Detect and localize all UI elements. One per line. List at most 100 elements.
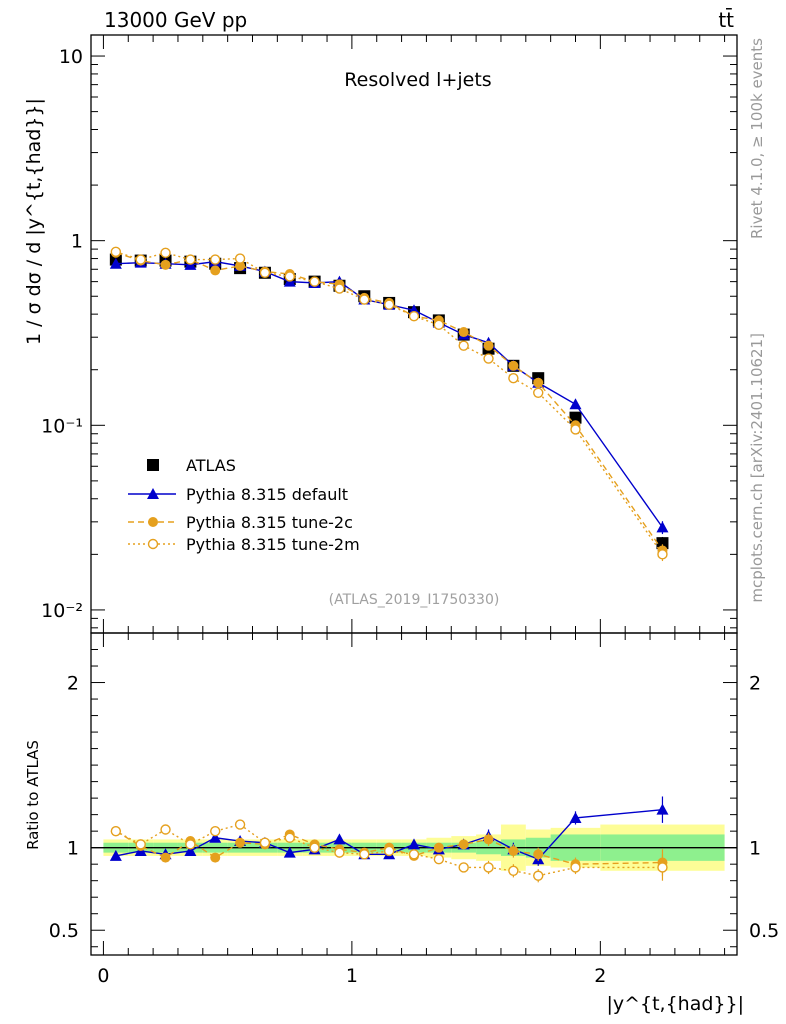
ratio-ylabel: Ratio to ATLAS	[24, 740, 42, 850]
ratio-point-pythia-8-315-tune-2c	[458, 839, 469, 850]
main-point-pythia-8-315-tune-2m	[359, 294, 370, 305]
main-point-pythia-8-315-tune-2m	[210, 254, 221, 265]
main-point-atlas	[656, 537, 669, 550]
side-label-bottom: mcplots.cern.ch [arXiv:2401.10621]	[748, 333, 766, 603]
main-ytick-label: 10	[59, 46, 83, 68]
ratio-point-pythia-8-315-tune-2m	[570, 862, 581, 873]
main-point-pythia-8-315-tune-2m	[433, 319, 445, 331]
ratio-point-pythia-8-315-tune-2m	[408, 849, 420, 860]
ratio-point-pythia-8-315-default	[408, 838, 420, 850]
ratio-frame	[90, 632, 738, 956]
ratio-point-pythia-8-315-tune-2m	[259, 837, 271, 848]
legend-marker-atlas	[147, 459, 159, 471]
ratio-ticks: 0.5 0.5 1 1 2 2 0 1 2	[49, 633, 779, 987]
ratio-point-pythia-8-315-tune-2m	[110, 825, 122, 837]
ratio-panel: 0.5 0.5 1 1 2 2 0 1 2 Ratio to ATLAS |y^{t,{had}…	[24, 632, 779, 1015]
ratio-xtick-label: 0	[97, 965, 109, 987]
ratio-point-pythia-8-315-tune-2m	[234, 819, 246, 830]
ratio-point-pythia-8-315-tune-2c	[533, 849, 544, 860]
ratio-point-pythia-8-315-tune-2m	[657, 862, 668, 873]
legend-label-atlas: ATLAS	[186, 456, 236, 475]
ratio-point-pythia-8-315-tune-2m	[334, 847, 345, 858]
ratio-point-pythia-8-315-tune-2m	[210, 825, 221, 837]
legend-entry-tune2m: Pythia 8.315 tune-2m	[128, 535, 360, 554]
ratio-line-pythia-8-315-default	[115, 808, 663, 861]
main-point-pythia-8-315-tune-2m	[160, 247, 171, 258]
ratio-ytick-label-right: 1	[749, 838, 761, 860]
main-point-pythia-8-315-tune-2m	[508, 372, 519, 384]
ratio-xlabel: |y^{t,{had}}|	[606, 993, 744, 1015]
process-label: tt̄	[718, 7, 734, 32]
main-ylabel: 1 / σ dσ / d |y^{t,{had}}|	[23, 98, 45, 345]
ratio-point-pythia-8-315-tune-2c	[210, 852, 221, 863]
energy-label: 13000 GeV pp	[104, 8, 247, 32]
main-point-pythia-8-315-tune-2m	[284, 271, 295, 282]
ratio-xtick-label: 1	[346, 965, 358, 987]
ratio-point-pythia-8-315-tune-2m	[160, 824, 171, 835]
ratio-point-pythia-8-315-default	[109, 849, 122, 861]
main-ticks: 10 1 10⁻¹ 10⁻²	[41, 35, 737, 633]
main-title: Resolved l+jets	[344, 69, 491, 91]
main-point-pythia-8-315-tune-2m	[259, 267, 271, 278]
ratio-point-pythia-8-315-default	[656, 803, 669, 815]
legend-marker-default	[147, 488, 159, 499]
main-point-pythia-8-315-tune-2c	[210, 265, 221, 276]
main-panel: Resolved l+jets (ATLAS_2019_I1750330) 1 …	[23, 34, 738, 634]
main-point-pythia-8-315-tune-2m	[185, 254, 196, 265]
ratio-point-pythia-8-315-tune-2m	[309, 842, 320, 853]
main-point-pythia-8-315-default	[569, 398, 582, 410]
ratio-ytick-label-right: 2	[749, 673, 761, 695]
main-point-pythia-8-315-tune-2m	[483, 353, 494, 364]
main-point-pythia-8-315-default	[109, 257, 122, 269]
ratio-point-pythia-8-315-tune-2c	[483, 834, 494, 845]
ratio-point-pythia-8-315-tune-2m	[508, 865, 519, 876]
watermark: (ATLAS_2019_I1750330)	[329, 592, 500, 608]
ratio-ytick-label-left: 1	[67, 838, 79, 860]
ratio-ytick-label-left: 2	[67, 673, 79, 695]
main-ytick-label: 10⁻²	[41, 600, 83, 622]
main-series	[109, 246, 669, 562]
ratio-ytick-label-left: 0.5	[49, 920, 79, 942]
main-point-atlas	[569, 411, 582, 424]
ratio-point-pythia-8-315-default	[209, 831, 222, 843]
ratio-point-pythia-8-315-tune-2c	[508, 845, 519, 856]
ratio-point-pythia-8-315-tune-2m	[458, 862, 469, 873]
main-point-pythia-8-315-tune-2c	[533, 377, 544, 388]
main-point-pythia-8-315-tune-2m	[657, 549, 668, 560]
main-point-pythia-8-315-tune-2c	[508, 360, 519, 371]
main-point-pythia-8-315-tune-2m	[334, 283, 345, 294]
ratio-point-pythia-8-315-default	[184, 844, 197, 856]
legend-entry-default: Pythia 8.315 default	[128, 485, 348, 504]
ratio-point-pythia-8-315-tune-2m	[359, 849, 370, 860]
main-point-pythia-8-315-tune-2c	[160, 259, 171, 270]
legend-label-tune2c: Pythia 8.315 tune-2c	[186, 513, 353, 532]
ratio-point-pythia-8-315-tune-2m	[185, 839, 196, 850]
ratio-point-pythia-8-315-default	[283, 846, 296, 858]
ratio-point-pythia-8-315-tune-2m	[135, 839, 146, 850]
main-point-pythia-8-315-tune-2m	[135, 254, 146, 265]
main-point-pythia-8-315-tune-2m	[234, 253, 246, 264]
main-point-pythia-8-315-tune-2m	[533, 387, 544, 398]
legend-label-default: Pythia 8.315 default	[186, 485, 348, 504]
legend-entry-tune2c: Pythia 8.315 tune-2c	[128, 513, 353, 532]
main-point-pythia-8-315-tune-2c	[483, 340, 494, 351]
side-label-top: Rivet 4.1.0, ≥ 100k events	[748, 38, 766, 239]
ratio-point-pythia-8-315-tune-2c	[235, 837, 246, 848]
ratio-point-pythia-8-315-tune-2m	[383, 845, 395, 857]
main-ytick-label: 1	[71, 231, 83, 253]
main-point-pythia-8-315-tune-2m	[383, 299, 395, 310]
main-point-pythia-8-315-tune-2m	[110, 246, 122, 258]
ratio-point-pythia-8-315-tune-2m	[433, 854, 445, 865]
ratio-point-pythia-8-315-default	[333, 833, 346, 845]
main-point-pythia-8-315-default	[656, 521, 669, 533]
main-point-pythia-8-315-tune-2c	[235, 260, 246, 271]
legend-entry-atlas: ATLAS	[147, 456, 236, 475]
legend-label-tune2m: Pythia 8.315 tune-2m	[186, 535, 360, 554]
main-point-pythia-8-315-tune-2m	[570, 424, 581, 435]
ratio-series	[109, 796, 669, 883]
legend-marker-tune2m	[147, 538, 159, 550]
ratio-point-pythia-8-315-default	[569, 811, 582, 823]
legend: ATLAS Pythia 8.315 default Pythia 8.315 …	[128, 456, 360, 554]
ratio-point-pythia-8-315-tune-2c	[160, 852, 171, 863]
